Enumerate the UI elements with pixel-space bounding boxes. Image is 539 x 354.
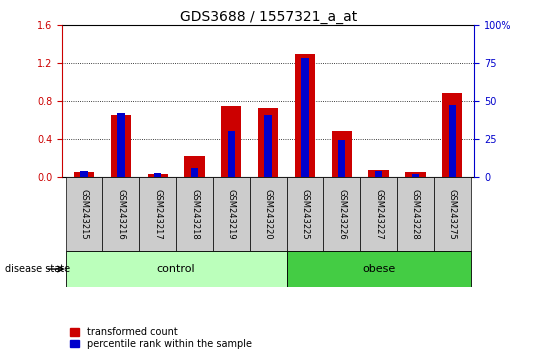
- Text: disease state: disease state: [5, 264, 71, 274]
- Bar: [442, 93, 462, 177]
- Bar: [154, 173, 161, 177]
- FancyBboxPatch shape: [323, 177, 360, 251]
- Bar: [221, 105, 241, 177]
- Text: control: control: [157, 264, 196, 274]
- FancyBboxPatch shape: [360, 177, 397, 251]
- Bar: [405, 172, 425, 177]
- Bar: [80, 171, 88, 177]
- Bar: [74, 172, 94, 177]
- Text: GSM243226: GSM243226: [337, 189, 346, 240]
- Text: GSM243225: GSM243225: [300, 189, 309, 240]
- Legend: transformed count, percentile rank within the sample: transformed count, percentile rank withi…: [70, 327, 252, 349]
- Bar: [369, 170, 389, 177]
- FancyBboxPatch shape: [139, 177, 176, 251]
- Bar: [111, 115, 131, 177]
- Text: GSM243275: GSM243275: [448, 189, 457, 240]
- FancyBboxPatch shape: [66, 177, 102, 251]
- Bar: [265, 115, 272, 177]
- FancyBboxPatch shape: [66, 251, 287, 287]
- Bar: [191, 168, 198, 177]
- Bar: [338, 141, 345, 177]
- Bar: [227, 131, 235, 177]
- Text: GSM243216: GSM243216: [116, 189, 126, 240]
- FancyBboxPatch shape: [102, 177, 139, 251]
- FancyBboxPatch shape: [176, 177, 213, 251]
- Bar: [331, 131, 352, 177]
- FancyBboxPatch shape: [250, 177, 287, 251]
- Bar: [448, 105, 456, 177]
- Bar: [184, 156, 205, 177]
- FancyBboxPatch shape: [287, 177, 323, 251]
- Text: GSM243227: GSM243227: [374, 189, 383, 240]
- Bar: [148, 174, 168, 177]
- Text: GSM243217: GSM243217: [153, 189, 162, 240]
- FancyBboxPatch shape: [397, 177, 434, 251]
- Title: GDS3688 / 1557321_a_at: GDS3688 / 1557321_a_at: [179, 10, 357, 24]
- FancyBboxPatch shape: [287, 251, 471, 287]
- Text: GSM243228: GSM243228: [411, 189, 420, 240]
- FancyBboxPatch shape: [213, 177, 250, 251]
- Bar: [375, 171, 382, 177]
- Text: GSM243218: GSM243218: [190, 189, 199, 240]
- Bar: [117, 113, 125, 177]
- Bar: [258, 108, 278, 177]
- FancyBboxPatch shape: [434, 177, 471, 251]
- Bar: [412, 174, 419, 177]
- Bar: [295, 54, 315, 177]
- Text: GSM243220: GSM243220: [264, 189, 273, 240]
- Text: GSM243215: GSM243215: [80, 189, 88, 240]
- Bar: [301, 58, 309, 177]
- Text: GSM243219: GSM243219: [227, 189, 236, 240]
- Text: obese: obese: [362, 264, 395, 274]
